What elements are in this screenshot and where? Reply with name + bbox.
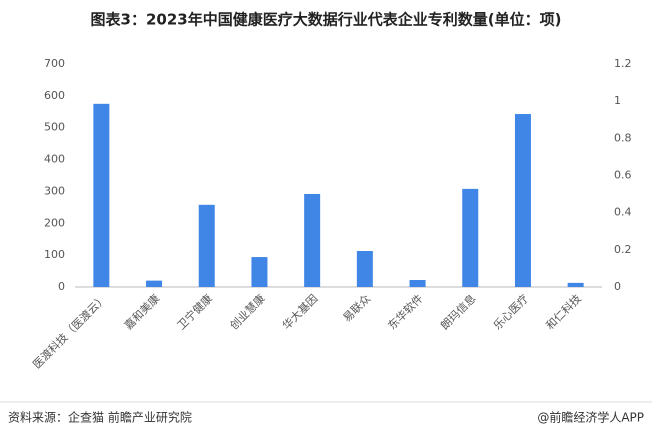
- y-tick-label: 500: [44, 121, 65, 134]
- bar: [304, 193, 321, 287]
- y2-tick-label: 0.8: [614, 131, 632, 144]
- y2-tick-label: 0.6: [614, 169, 632, 182]
- x-tick-label: 朗玛信息: [437, 291, 478, 332]
- bar: [93, 103, 110, 287]
- y2-tick-label: 1: [614, 94, 621, 107]
- x-tick-label: 卫宁健康: [174, 291, 215, 332]
- y2-tick-label: 0.2: [614, 243, 632, 256]
- source: 资料来源：企查猫 前瞻产业研究院: [8, 410, 192, 425]
- y-tick-label: 600: [44, 89, 65, 102]
- x-tick-label: 东华软件: [385, 291, 426, 332]
- credit: @前瞻经济学人APP: [537, 410, 644, 425]
- x-tick-label: 华大基因: [279, 291, 320, 332]
- bar: [146, 280, 163, 287]
- y2-tick-label: 0: [614, 280, 621, 293]
- bar: [198, 204, 215, 287]
- bar: [409, 279, 426, 287]
- bar: [567, 282, 584, 287]
- bar: [356, 251, 373, 287]
- y-tick-label: 400: [44, 153, 65, 166]
- y-tick-label: 200: [44, 216, 65, 229]
- x-tick-label: 创业慧康: [227, 291, 268, 332]
- x-tick-label: 医渡科技（医渡云）: [30, 291, 110, 371]
- y2-tick-label: 1.2: [614, 57, 632, 70]
- bar: [251, 257, 268, 287]
- x-tick-label: 和仁科技: [543, 291, 584, 332]
- x-tick-label: 易联众: [341, 292, 374, 325]
- chart-title: 图表3：2023年中国健康医疗大数据行业代表企业专利数量(单位：项): [91, 11, 562, 29]
- bar: [462, 188, 479, 287]
- bar: [514, 114, 531, 287]
- y-tick-label: 100: [44, 248, 65, 261]
- x-tick-label: 乐心医疗: [490, 291, 531, 332]
- y-tick-label: 0: [58, 280, 65, 293]
- y-tick-label: 700: [44, 57, 65, 70]
- y-tick-label: 300: [44, 184, 65, 197]
- y2-tick-label: 0.4: [614, 206, 632, 219]
- x-tick-label: 嘉和美康: [121, 291, 162, 332]
